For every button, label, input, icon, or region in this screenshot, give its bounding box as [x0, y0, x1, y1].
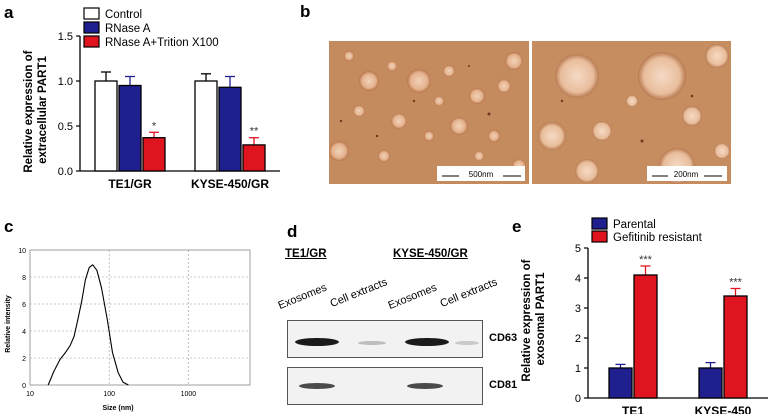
- panel-e-ylabel-line1: Relative expression of: [521, 259, 533, 381]
- chart-a: 0.0 0.5 1.0 1.5 * TE1/GR ** KYSE-450/GR Control R…: [58, 7, 280, 191]
- blot-cd81: [287, 367, 483, 405]
- x-tick-label: 100: [103, 391, 115, 398]
- panel-a-ylabel-line2: extracellular PART1: [37, 55, 49, 163]
- legend-label: RNase A+Trition X100: [105, 37, 219, 49]
- y-tick-label: 1.5: [58, 31, 73, 43]
- panel-letter-d: d: [287, 222, 298, 241]
- group-label-te1gr: TE1/GR: [285, 248, 327, 260]
- lane-label-cell-extracts-2: Cell extracts: [438, 276, 500, 310]
- panel-c-xlabel: Size (nm): [102, 405, 133, 412]
- category-label: KYSE-450/GR: [191, 177, 269, 191]
- x-tick-label: 1000: [181, 391, 197, 398]
- panel-letter-b: b: [300, 2, 311, 21]
- tem-image-right: 200nm: [532, 41, 731, 184]
- scale-bar-label-500: 500nm: [469, 170, 494, 179]
- size-distribution-line: [47, 264, 129, 386]
- legend-swatch: [83, 21, 100, 34]
- significance-label: ***: [729, 277, 743, 289]
- x-tick-label: 10: [26, 391, 34, 398]
- blot-label-cd63: CD63: [489, 332, 518, 344]
- legend-swatch: [83, 7, 100, 20]
- bar: [633, 274, 658, 399]
- panel-b: b 500nm: [300, 0, 778, 190]
- plot-frame: [29, 249, 251, 386]
- y-tick-label: 1.0: [58, 76, 73, 88]
- lane-label-cell-extracts-1: Cell extracts: [328, 276, 390, 310]
- bar: [608, 367, 633, 399]
- significance-label: **: [250, 126, 259, 138]
- lane-label-exosomes-1: Exosomes: [276, 281, 329, 312]
- bar: [194, 80, 218, 172]
- legend-swatch: [591, 217, 608, 230]
- legend-swatch: [83, 35, 100, 48]
- bar: [698, 367, 723, 399]
- bar: [142, 137, 166, 172]
- group-label-kyse450gr: KYSE-450/GR: [393, 248, 468, 260]
- y-tick-label: 0: [575, 393, 581, 405]
- y-tick-label: 2: [22, 356, 26, 363]
- y-tick-label: 0: [22, 383, 26, 390]
- bar: [218, 86, 242, 172]
- tem-image-left: 500nm: [329, 41, 529, 184]
- scale-bar-label-200: 200nm: [674, 170, 699, 179]
- chart-c: 0 2 4 6 8 10 10 100 1000: [18, 248, 251, 398]
- panel-e-ylabel: Relative expression of exosomal PART1: [521, 256, 547, 381]
- legend-label: Control: [105, 9, 142, 21]
- category-label: KYSE-450: [695, 404, 752, 414]
- panel-c: c Relative intensity Size (nm) 0 2 4 6 8 10 10…: [4, 217, 251, 412]
- y-tick-label: 3: [575, 303, 581, 315]
- panel-a: a Relative expression of extracellular P…: [4, 3, 280, 191]
- panel-d: d TE1/GR KYSE-450/GR Exosomes Cell extra…: [275, 220, 518, 414]
- panel-letter-c: c: [4, 217, 13, 236]
- y-tick-label: 0.0: [58, 166, 73, 178]
- significance-label: *: [152, 120, 157, 132]
- panel-a-ylabel-line1: Relative expression of: [23, 50, 35, 172]
- y-tick-label: 1: [575, 363, 581, 375]
- y-tick-label: 4: [575, 273, 581, 285]
- panel-e-ylabel-line2: exosomal PART1: [535, 272, 547, 366]
- y-tick-label: 10: [18, 248, 26, 255]
- legend-label: Parental: [613, 219, 656, 231]
- bar: [118, 84, 142, 172]
- panel-c-ylabel: Relative intensity: [5, 295, 12, 353]
- legend-label: RNase A: [105, 23, 151, 35]
- panel-letter-a: a: [4, 3, 14, 22]
- y-tick-label: 8: [22, 275, 26, 282]
- lane-label-exosomes-2: Exosomes: [386, 281, 439, 312]
- category-label: TE1: [622, 404, 644, 414]
- significance-label: ***: [639, 254, 653, 266]
- legend-swatch: [591, 230, 608, 243]
- blot-label-cd81: CD81: [489, 379, 518, 391]
- y-tick-label: 2: [575, 333, 581, 345]
- y-tick-label: 6: [22, 302, 26, 309]
- legend-label: Gefitinib resistant: [613, 232, 703, 244]
- panel-a-ylabel: Relative expression of extracellular PAR…: [23, 47, 49, 172]
- chart-e: 0 1 2 3 4 5 *** TE1 *** KYSE-450 ParentalGefitinib…: [575, 217, 768, 414]
- blot-cd63: [287, 320, 483, 358]
- bar: [242, 144, 266, 172]
- y-tick-label: 4: [22, 329, 26, 336]
- category-label: TE1/GR: [108, 177, 152, 191]
- y-tick-label: 5: [575, 243, 581, 255]
- panel-e: e Relative expression of exosomal PART1 …: [512, 217, 768, 414]
- panel-letter-e: e: [512, 217, 521, 236]
- y-tick-label: 0.5: [58, 121, 73, 133]
- bar: [94, 80, 118, 172]
- bar: [723, 295, 748, 399]
